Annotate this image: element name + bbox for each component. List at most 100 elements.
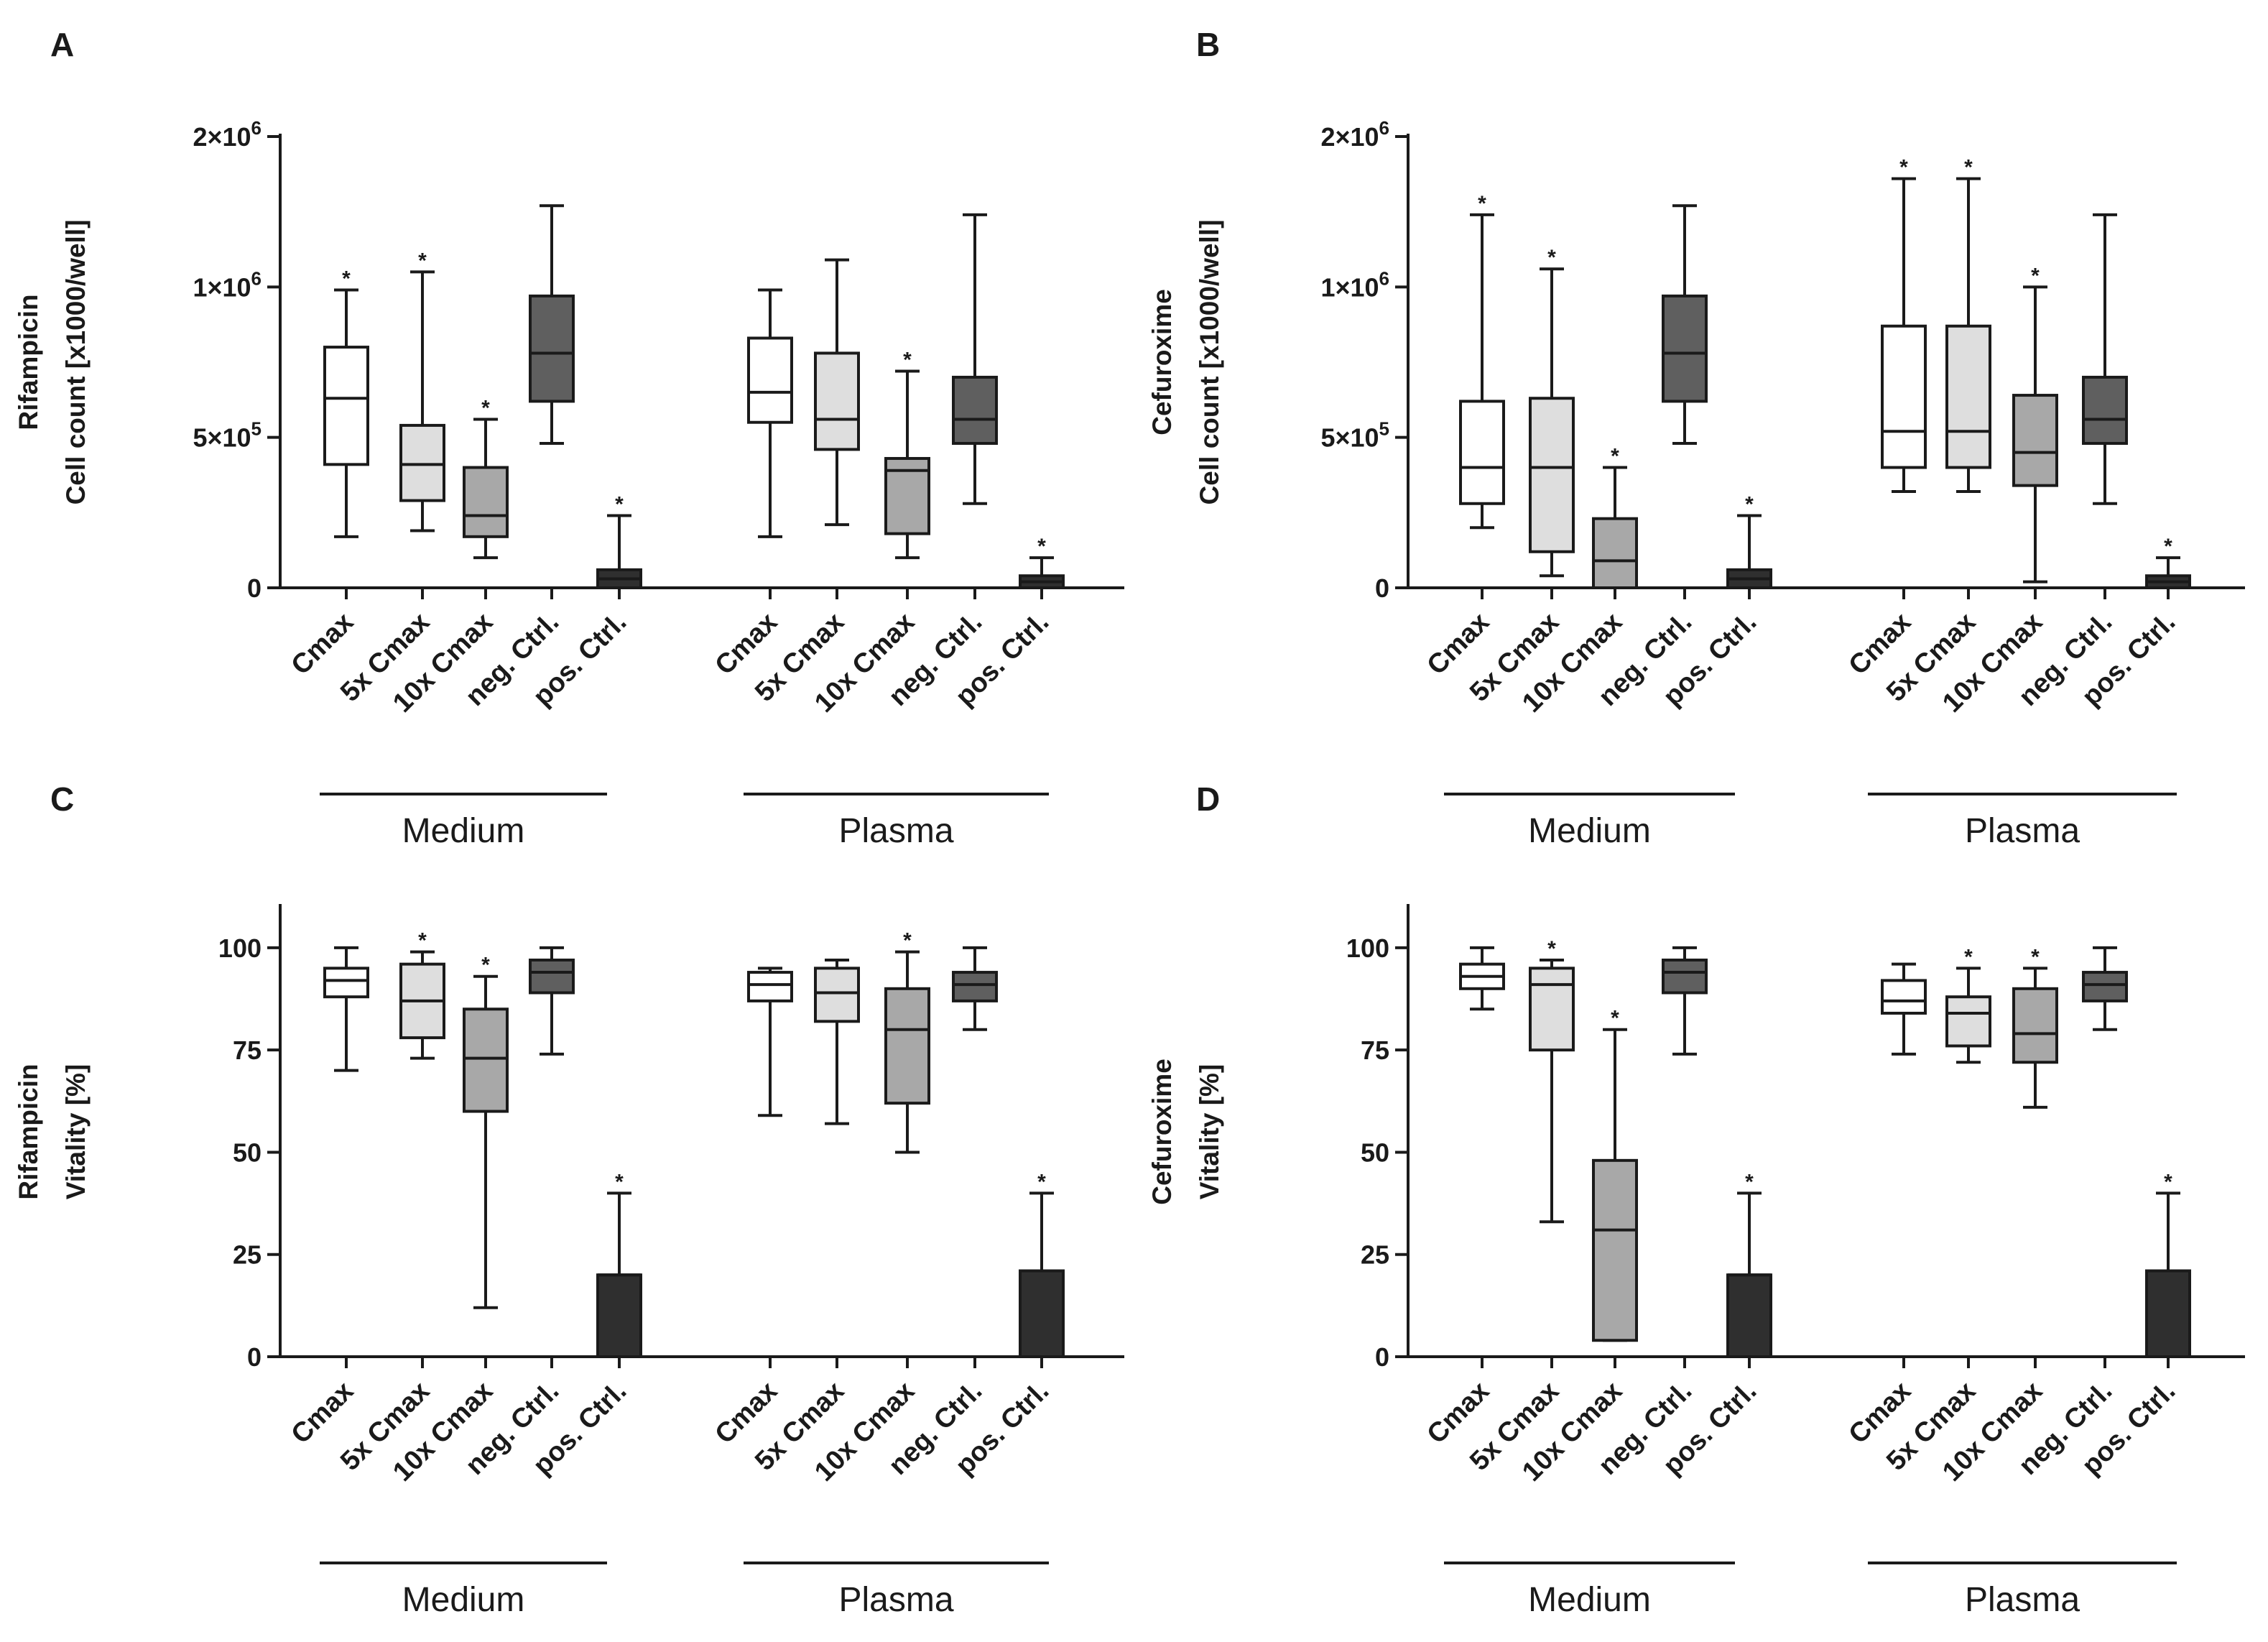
significance-marker: * [1899,156,1908,180]
box-iqr [323,967,369,999]
box-plasma-10x-cmax: * [884,929,930,1154]
group-label: Plasma [838,812,953,850]
box-iqr [463,466,509,538]
box-medium-cmax [1459,946,1505,1011]
y-axis-title-drug: Cefuroxime [1147,1058,1177,1205]
box-medium-5x-cmax: * [399,929,445,1060]
box-iqr [2012,394,2058,487]
y-tick-label: 5×105 [193,418,261,453]
significance-marker: * [903,349,912,372]
box-iqr [596,1273,642,1358]
box-plasma-10x-cmax: * [2012,945,2058,1109]
box-medium-neg-ctrl [529,946,575,1056]
group-label: Medium [1528,812,1651,850]
box-iqr [814,967,860,1023]
y-tick-label: 100 [218,933,261,963]
y-axis-title-measure: Cell count [x1000/well] [1195,220,1224,505]
box-iqr [1592,517,1638,589]
group-label: Plasma [1965,1581,2080,1619]
y-tick-label: 0 [247,1342,261,1372]
box-iqr [1881,324,1927,469]
box-iqr [1726,1273,1772,1358]
significance-marker: * [418,929,427,953]
box-plasma-pos-ctrl: * [1019,535,1065,590]
box-medium-10x-cmax: * [463,397,509,560]
significance-marker: * [1964,156,1973,180]
y-axis-title-measure: Vitality [%] [61,1064,91,1199]
significance-marker: * [615,493,624,517]
box-medium-5x-cmax: * [399,249,445,532]
box-iqr [323,346,369,466]
significance-marker: * [2164,535,2172,558]
box-medium-neg-ctrl [1662,204,1708,446]
significance-marker: * [2031,264,2040,287]
significance-marker: * [342,267,351,291]
y-axis-title-drug: Cefuroxime [1147,289,1177,435]
y-tick-label: 75 [1361,1036,1389,1065]
box-medium-pos-ctrl: * [596,1170,642,1358]
box-iqr [2082,971,2128,1002]
y-tick-label: 0 [247,573,261,603]
box-medium-pos-ctrl: * [596,493,642,590]
box-iqr [1945,995,1991,1048]
box-plasma-5x-cmax: * [1945,156,1991,494]
box-iqr [1881,979,1927,1015]
box-plasma-cmax [747,288,793,538]
y-axis-title-measure: Cell count [x1000/well] [61,220,91,505]
box-iqr [529,294,575,403]
significance-marker: * [1547,246,1556,269]
box-iqr [747,971,793,1002]
y-tick-label: 50 [1361,1138,1389,1167]
box-medium-neg-ctrl [529,204,575,446]
y-tick-label: 75 [233,1036,261,1065]
box-medium-pos-ctrl: * [1726,1170,1772,1358]
box-iqr [529,958,575,995]
group-label: Plasma [838,1581,953,1619]
significance-marker: * [1037,535,1046,558]
box-plasma-cmax: * [1881,156,1927,494]
y-tick-label: 25 [233,1240,261,1270]
box-iqr [2012,987,2058,1064]
panel-letter: A [50,26,74,63]
y-tick-label: 2×106 [193,117,261,152]
box-plasma-pos-ctrl: * [2145,1170,2191,1359]
box-medium-10x-cmax: * [1592,445,1638,589]
y-tick-label: 1×106 [1320,267,1389,302]
box-medium-5x-cmax: * [1529,937,1575,1224]
box-iqr [814,351,860,451]
box-iqr [1459,400,1505,505]
significance-marker: * [481,954,490,977]
y-tick-label: 1×106 [193,267,261,302]
y-axis-title-measure: Vitality [%] [1195,1064,1224,1199]
panel-a: A Rifampicin Cell count [x1000/well] 0 5×105… [14,26,1124,850]
y-tick-label: 0 [1375,1342,1389,1372]
y-tick-label: 25 [1361,1240,1389,1270]
significance-marker: * [1745,1170,1754,1194]
box-medium-cmax: * [1459,192,1505,530]
significance-marker: * [1611,1007,1619,1030]
box-plasma-neg-ctrl [952,946,998,1031]
panel-letter: D [1196,780,1220,818]
significance-marker: * [2031,945,2040,969]
significance-marker: * [1611,445,1619,469]
box-plasma-10x-cmax: * [2012,264,2058,584]
box-plasma-5x-cmax [814,258,860,527]
y-axis-title-drug: Rifampicin [14,1064,43,1199]
box-plasma-cmax [747,967,793,1117]
panel-b: B Cefuroxime Cell count [x1000/well] 0 5×105… [1147,26,2245,850]
box-medium-cmax: * [323,267,369,538]
box-iqr [1529,967,1575,1052]
box-plasma-neg-ctrl [952,213,998,505]
box-medium-cmax [323,946,369,1072]
group-label: Medium [402,812,525,850]
group-label: Medium [1528,1581,1651,1619]
y-tick-label: 100 [1346,933,1389,963]
x-tick-label: Cmax [285,607,359,681]
box-iqr [1019,1269,1065,1359]
significance-marker: * [903,929,912,953]
significance-marker: * [418,249,427,272]
y-axis-title-drug: Rifampicin [14,294,43,430]
box-plasma-cmax [1881,962,1927,1056]
